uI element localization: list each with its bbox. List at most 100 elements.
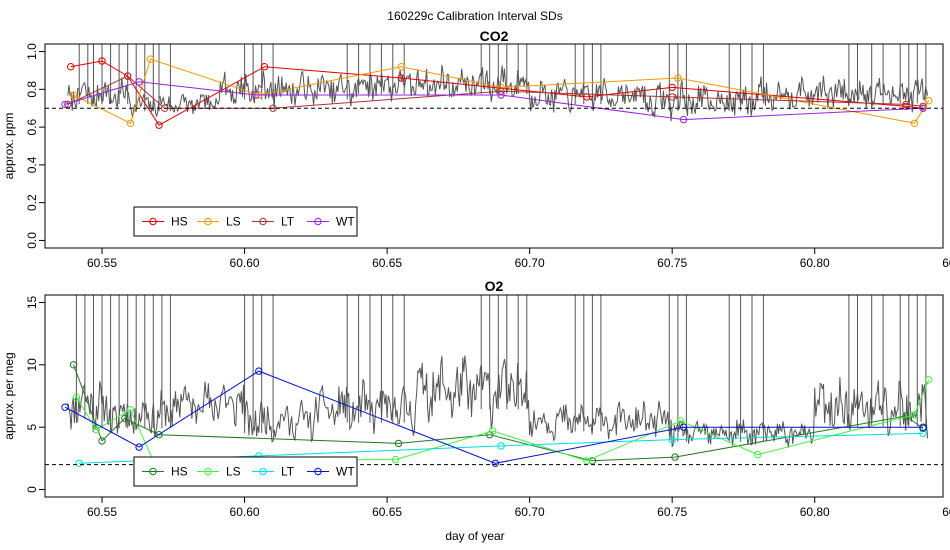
series-point-o2-hs-7 (671, 453, 679, 461)
series-point-o2-lt-0 (75, 459, 83, 467)
x-tick-label-co2-60.55: 60.55 (87, 256, 117, 270)
legend-label-o2-ls: LS (226, 465, 241, 479)
x-tick-label-co2-60.60: 60.60 (230, 256, 260, 270)
series-point-o2-ls-0 (72, 393, 81, 401)
series-point-o2-ls-10 (925, 376, 933, 384)
series-point-co2-hs-5 (397, 74, 405, 82)
y-tick-label-o2-15: 15 (25, 295, 39, 309)
plot-area-co2 (61, 44, 933, 129)
series-point-o2-ls-7 (677, 417, 685, 425)
series-point-co2-wt-5 (919, 104, 927, 112)
series-point-co2-lt-0 (64, 100, 72, 109)
series-point-o2-wt-5 (919, 423, 927, 431)
series-point-o2-wt-1 (135, 443, 143, 451)
legend-swatch-point-co2-hs (149, 217, 157, 226)
series-point-o2-hs-3 (155, 431, 163, 439)
series-point-co2-wt-1 (135, 78, 143, 86)
y-tick-label-o2-0: 0 (25, 486, 39, 493)
series-point-co2-ls-2 (146, 55, 155, 63)
x-tick-label-o2-60.80: 60.80 (800, 505, 830, 519)
plot-frame-o2 (44, 294, 944, 498)
panel-co2: CO2 approx. ppm 60.55 60.60 60.65 60.70 60.75 6… (2, 28, 950, 270)
legend-swatch-point-o2-hs (149, 467, 157, 476)
series-point-co2-hs-4 (260, 62, 269, 71)
series-point-co2-ls-0 (69, 91, 78, 99)
series-point-co2-lt-4 (497, 87, 505, 95)
series-point-co2-lt-5 (668, 93, 676, 101)
y-tick-label-o2-5: 5 (25, 424, 39, 431)
series-point-o2-lt-2 (497, 442, 505, 450)
series-point-o2-hs-1 (98, 437, 106, 445)
chart-title: 160229c Calibration Interval SDs (387, 9, 562, 23)
x-tick-label-co2-60.85: 60.85 (942, 256, 950, 270)
legend-swatch-point-o2-ls (204, 467, 212, 476)
series-point-co2-wt-0 (61, 100, 69, 109)
series-point-co2-ls-4 (397, 62, 405, 71)
x-tick-label-o2-60.75: 60.75 (657, 505, 687, 519)
plot-frame-co2 (44, 43, 944, 249)
series-point-o2-hs-4 (394, 439, 403, 448)
series-point-o2-wt-0 (61, 403, 69, 411)
legend-label-co2-hs: HS (171, 215, 188, 229)
y-tick-label-co2-0.6: 0.6 (25, 118, 39, 135)
y-axis-label-o2: approx. per meg (2, 352, 16, 439)
legend-swatch-point-co2-wt (314, 217, 322, 226)
series-point-co2-hs-1 (98, 57, 106, 65)
x-tick-label-co2-60.70: 60.70 (515, 256, 545, 270)
series-point-co2-wt-2 (252, 91, 260, 99)
series-point-co2-ls-5 (497, 83, 505, 92)
series-point-co2-ls-1 (126, 119, 135, 128)
series-point-o2-ls-4 (391, 455, 400, 464)
series-point-co2-lt-1 (124, 72, 132, 80)
legend-swatch-point-co2-lt (259, 217, 267, 226)
series-point-co2-ls-8 (925, 97, 933, 105)
series-line-co2-wt (64, 81, 924, 121)
series-point-co2-lt-6 (902, 100, 910, 109)
series-point-co2-wt-4 (679, 115, 688, 124)
y-tick-label-co2-0.0: 0.0 (25, 232, 39, 249)
y-tick-label-o2-10: 10 (25, 358, 39, 372)
x-tick-label-o2-60.85: 60.85 (942, 505, 950, 519)
series-point-o2-ls-5 (488, 427, 497, 435)
series-line-co2-hs (70, 60, 924, 126)
legend-label-o2-lt: LT (281, 465, 295, 479)
x-tick-label-o2-60.70: 60.70 (515, 505, 545, 519)
legend-label-o2-wt: WT (336, 465, 355, 479)
y-tick-label-co2-0.4: 0.4 (25, 156, 39, 173)
legend-label-o2-hs: HS (171, 465, 188, 479)
series-point-o2-wt-2 (255, 367, 263, 375)
series-point-co2-ls-6 (674, 74, 682, 82)
series-point-o2-ls-6 (583, 457, 591, 465)
legend-label-co2-ls: LS (226, 215, 241, 229)
series-point-o2-ls-8 (754, 450, 762, 459)
legend-label-co2-lt: LT (281, 215, 295, 229)
series-point-o2-wt-4 (679, 423, 688, 431)
panel-title-o2: O2 (485, 278, 504, 294)
plot-area-o2 (61, 295, 933, 467)
series-line-o2-ls (75, 379, 930, 462)
series-point-o2-hs-0 (69, 361, 78, 369)
x-tick-label-co2-60.80: 60.80 (800, 256, 830, 270)
legend-swatch-point-co2-ls (204, 217, 212, 226)
series-point-o2-ls-2 (126, 406, 135, 414)
series-point-co2-lt-7 (919, 102, 927, 111)
series-point-o2-lt-3 (668, 435, 676, 444)
panel-o2: O2 approx. per meg 60.55 60.60 60.65 60.70 60.… (2, 278, 950, 519)
series-point-o2-wt-3 (491, 459, 500, 467)
y-tick-label-co2-1.0: 1.0 (25, 43, 39, 60)
series-point-co2-ls-7 (910, 119, 919, 128)
series-point-co2-wt-3 (497, 91, 505, 99)
x-tick-label-co2-60.65: 60.65 (372, 256, 402, 270)
y-tick-label-co2-0.8: 0.8 (25, 81, 39, 98)
legend-swatch-point-o2-wt (314, 467, 322, 476)
x-tick-label-o2-60.55: 60.55 (87, 505, 117, 519)
series-point-o2-hs-6 (588, 457, 597, 465)
y-tick-label-co2-0.2: 0.2 (25, 194, 39, 211)
series-point-co2-hs-0 (67, 62, 75, 71)
series-line-o2-wt (64, 370, 923, 464)
x-tick-label-co2-60.75: 60.75 (657, 256, 687, 270)
measurement-trace-co2 (67, 64, 929, 122)
x-axis-label: day of year (445, 529, 504, 543)
series-point-o2-ls-9 (910, 411, 919, 419)
